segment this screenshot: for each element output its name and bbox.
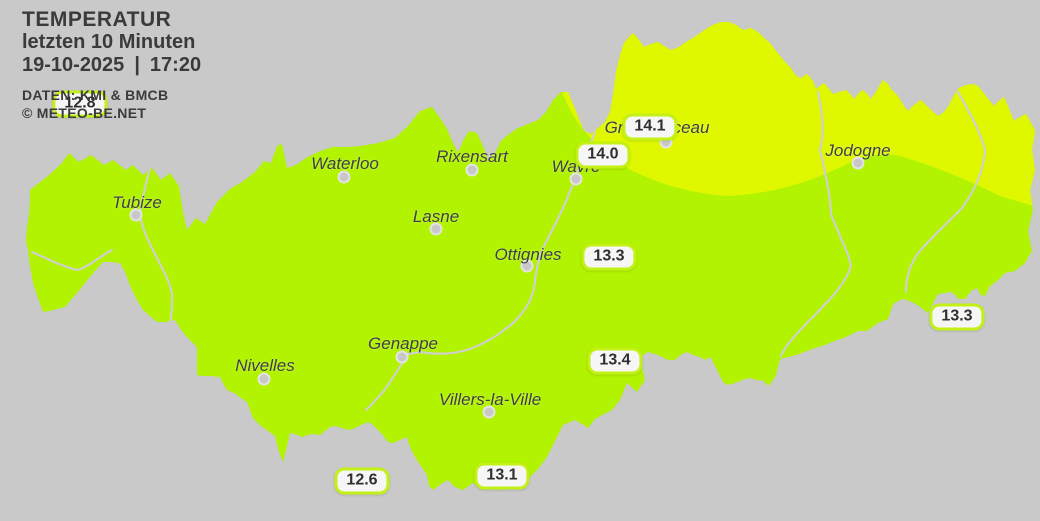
river-senne	[138, 166, 174, 334]
date-value: 19-10-2025	[22, 54, 125, 76]
map-legend: TEMPERATUR letzten 10 Minuten 19-10-2025…	[22, 8, 201, 123]
river-senne-branch	[30, 248, 114, 272]
data-source: DATEN: KMI & BMCB	[22, 87, 169, 103]
subtitle: letzten 10 Minuten	[22, 31, 196, 53]
copyright: © METEO-BE.NET	[22, 105, 147, 121]
river-gette	[779, 90, 853, 358]
page-title: TEMPERATUR	[22, 8, 172, 31]
time-value: 17:20	[149, 54, 202, 76]
datetime-separator: |	[134, 54, 140, 76]
river-east	[904, 90, 987, 294]
datetime-line: 19-10-2025 | 17:20	[22, 54, 201, 77]
